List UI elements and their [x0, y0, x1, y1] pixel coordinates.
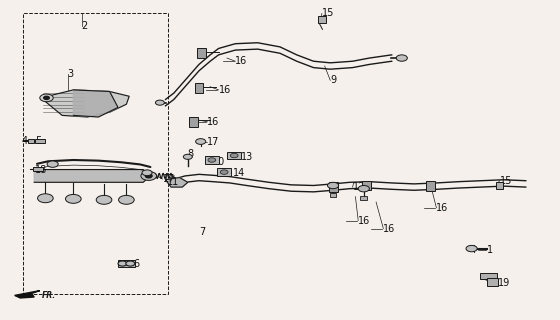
Text: 10: 10	[213, 156, 225, 167]
Text: 15: 15	[322, 8, 334, 19]
Text: 2: 2	[82, 21, 88, 31]
Text: 16: 16	[218, 85, 231, 95]
Text: 4: 4	[22, 136, 28, 146]
Text: 6: 6	[134, 259, 140, 268]
Bar	[27, 139, 34, 143]
Text: 7: 7	[199, 227, 206, 237]
Circle shape	[146, 174, 152, 178]
Text: 18: 18	[35, 164, 48, 174]
Polygon shape	[166, 178, 188, 187]
Circle shape	[230, 153, 238, 158]
Bar	[189, 117, 198, 127]
Bar	[330, 193, 337, 197]
Polygon shape	[73, 90, 118, 117]
Circle shape	[96, 196, 112, 204]
Bar	[35, 139, 45, 143]
Text: 14: 14	[232, 168, 245, 178]
Text: 9: 9	[330, 75, 337, 85]
Polygon shape	[41, 90, 129, 117]
Circle shape	[118, 261, 127, 266]
Circle shape	[119, 196, 134, 204]
Text: 16: 16	[384, 223, 395, 234]
Text: FR.: FR.	[41, 291, 55, 300]
Bar	[194, 83, 203, 93]
Bar	[487, 278, 498, 286]
Text: 1: 1	[487, 245, 493, 255]
Circle shape	[126, 261, 135, 266]
Circle shape	[466, 245, 477, 252]
Bar	[205, 156, 218, 164]
Text: 13: 13	[241, 152, 253, 162]
Text: 8: 8	[188, 148, 194, 159]
Circle shape	[156, 100, 165, 105]
Circle shape	[141, 172, 157, 180]
Bar	[227, 152, 241, 159]
Bar	[318, 16, 326, 23]
Bar	[361, 196, 367, 200]
Bar	[496, 182, 503, 189]
Text: 3: 3	[68, 69, 74, 79]
Text: 16: 16	[358, 216, 371, 226]
Circle shape	[328, 182, 339, 189]
Bar	[33, 167, 43, 171]
Text: 11: 11	[167, 177, 179, 187]
Polygon shape	[15, 291, 40, 298]
Bar	[362, 181, 371, 190]
Circle shape	[40, 94, 53, 102]
Circle shape	[47, 161, 58, 167]
Text: 5: 5	[35, 136, 41, 146]
Circle shape	[220, 170, 228, 174]
Circle shape	[358, 186, 370, 192]
Text: 17: 17	[163, 174, 175, 184]
Bar	[217, 168, 231, 176]
Circle shape	[396, 55, 407, 61]
Text: 15: 15	[500, 176, 512, 186]
Text: 17: 17	[207, 138, 220, 148]
Circle shape	[66, 195, 81, 203]
Bar	[329, 182, 338, 192]
Circle shape	[142, 170, 152, 176]
Text: 16: 16	[207, 117, 220, 127]
Bar	[480, 273, 497, 278]
Text: 16: 16	[436, 203, 449, 213]
Circle shape	[183, 154, 192, 159]
Circle shape	[195, 139, 206, 144]
Bar	[118, 260, 135, 267]
Circle shape	[38, 194, 53, 203]
Circle shape	[44, 96, 49, 100]
Text: 16: 16	[235, 56, 248, 66]
Bar	[197, 48, 206, 58]
Circle shape	[208, 158, 216, 162]
Text: 12: 12	[353, 182, 365, 192]
Polygon shape	[34, 170, 151, 182]
Text: 19: 19	[498, 278, 510, 288]
Bar	[426, 181, 435, 191]
